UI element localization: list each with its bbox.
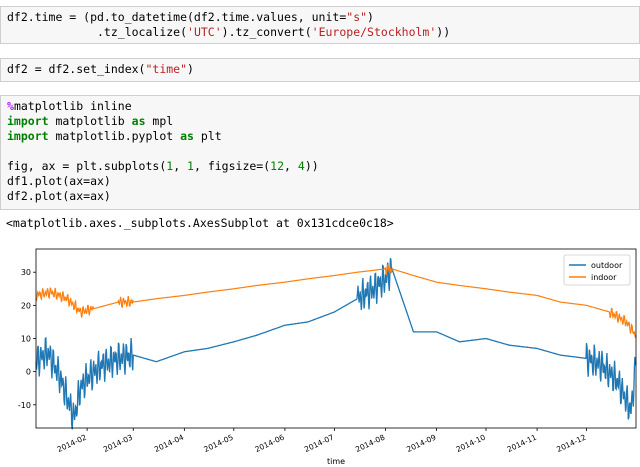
y-tick-label: 20 [21, 301, 31, 310]
x-tick-label: 2014-12 [555, 433, 587, 454]
code-token: , [173, 159, 188, 173]
x-axis-label: time [327, 457, 345, 466]
x-tick-label: 2014-02 [56, 433, 88, 454]
x-tick-label: 2014-07 [303, 433, 335, 454]
code-token: , figsize=( [193, 159, 271, 173]
code-line: df2.plot(ax=ax) [7, 189, 633, 204]
plot-area [35, 258, 637, 430]
x-tick-label: 2014-06 [254, 433, 286, 454]
code-token: df2.time = (pd.to_datetime(df2.time.valu… [7, 10, 347, 24]
code-line: df1.plot(ax=ax) [7, 174, 633, 189]
code-line: import matplotlib.pyplot as plt [7, 129, 633, 144]
code-line [7, 144, 633, 159]
code-cell-3[interactable]: %matplotlib inline import matplotlib as m… [0, 95, 640, 210]
y-tick-label: -10 [18, 401, 31, 410]
code-token: "time" [145, 62, 188, 76]
x-tick-label: 2014-04 [153, 433, 185, 454]
x-tick-label: 2014-03 [102, 433, 134, 454]
code-token: )) [304, 159, 319, 173]
code-token: import [7, 129, 49, 143]
code-token: % [7, 99, 14, 113]
legend-label: indoor [591, 273, 617, 282]
code-token: df2 = df2.set_index( [7, 62, 146, 76]
code-line: .tz_localize('UTC').tz_convert('Europe/S… [7, 25, 633, 40]
code-token: ) [187, 62, 194, 76]
code-token: matplotlib inline [13, 99, 132, 113]
code-token: matplotlib.pyplot [48, 129, 181, 143]
y-tick-label: 0 [26, 368, 31, 377]
code-token: ) [367, 10, 374, 24]
code-token: .tz_localize( [7, 25, 188, 39]
code-token: ).tz_convert( [221, 25, 312, 39]
code-token: matplotlib [48, 114, 132, 128]
x-tick-label: 2014-08 [354, 433, 386, 454]
code-token: as [131, 114, 146, 128]
x-tick-label: 2014-05 [202, 433, 234, 454]
code-token: as [180, 129, 194, 143]
chart-legend: outdoor indoor [563, 254, 631, 286]
code-token: plt [193, 129, 222, 143]
y-tick-label: 30 [21, 268, 31, 277]
code-token: 4 [297, 159, 305, 173]
series-line-outdoor [35, 258, 637, 430]
code-token: fig, ax = plt.subplots( [7, 159, 167, 173]
code-token: 1 [187, 159, 194, 173]
series-line-indoor [35, 264, 637, 338]
code-token: 12 [270, 159, 285, 173]
x-tick-label: 2014-11 [506, 433, 538, 454]
code-line: fig, ax = plt.subplots(1, 1, figsize=(12… [7, 159, 633, 174]
code-token: 'Europe/Stockholm' [311, 25, 437, 39]
x-tick-label: 2014-09 [405, 433, 437, 454]
code-token: mpl [145, 114, 174, 128]
code-token: , [284, 159, 298, 173]
code-token: "s" [346, 10, 368, 24]
code-line: import matplotlib as mpl [7, 114, 633, 129]
code-cell-2[interactable]: df2 = df2.set_index("time") [0, 58, 640, 82]
code-token: 1 [166, 159, 174, 173]
code-line: df2.time = (pd.to_datetime(df2.time.valu… [7, 10, 633, 25]
legend-label: outdoor [591, 261, 623, 270]
code-token: df1.plot(ax=ax) [7, 174, 111, 188]
code-line: df2 = df2.set_index("time") [7, 62, 633, 77]
code-line: %matplotlib inline [7, 99, 633, 114]
cell-output-text: <matplotlib.axes._subplots.AxesSubplot a… [6, 216, 394, 230]
line-chart: -10 0 10 20 30 2014-02 2014-03 2014-04 2014-05 20… [18, 248, 637, 466]
code-token: df2.plot(ax=ax) [7, 189, 111, 203]
code-token: 'UTC' [187, 25, 222, 39]
code-cell-1[interactable]: df2.time = (pd.to_datetime(df2.time.valu… [0, 6, 640, 44]
code-token: )) [436, 25, 451, 39]
x-tick-label: 2014-10 [455, 433, 487, 454]
y-tick-label: 10 [21, 335, 31, 344]
code-token: import [7, 114, 49, 128]
